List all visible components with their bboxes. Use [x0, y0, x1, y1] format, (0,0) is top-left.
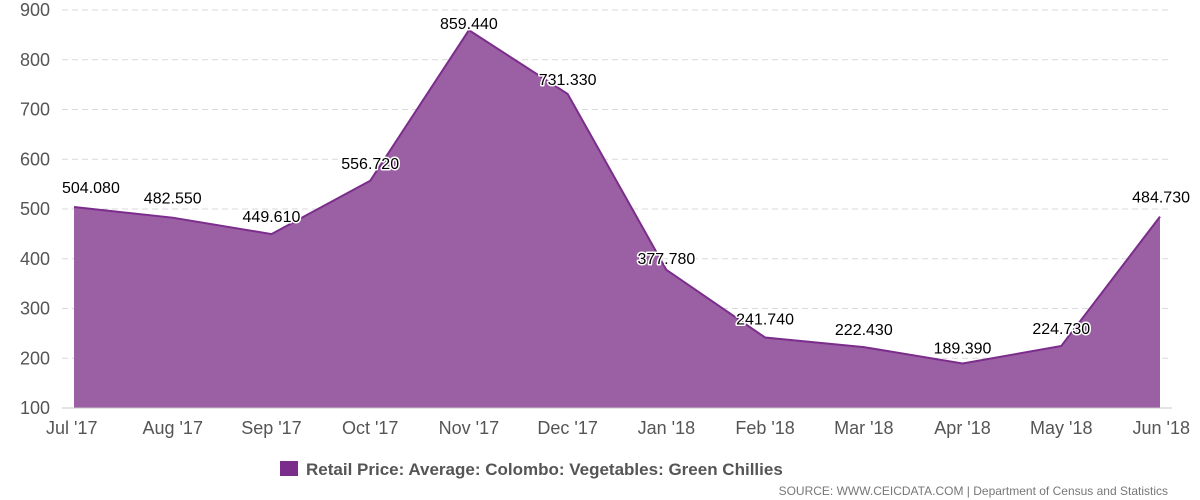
- data-label: 504.080: [62, 180, 120, 197]
- data-label: 484.730: [1132, 190, 1190, 207]
- y-tick-label: 200: [20, 348, 50, 368]
- source-note: SOURCE: WWW.CEICDATA.COM | Department of…: [779, 484, 1168, 498]
- y-tick-label: 400: [20, 249, 50, 269]
- data-label: 449.610: [243, 209, 301, 226]
- data-label: 224.730: [1032, 321, 1090, 338]
- y-tick-label: 100: [20, 398, 50, 418]
- x-tick-label: May '18: [1030, 418, 1092, 438]
- y-tick-label: 700: [20, 100, 50, 120]
- y-tick-label: 600: [20, 149, 50, 169]
- data-label: 222.430: [835, 322, 893, 339]
- legend-label[interactable]: Retail Price: Average: Colombo: Vegetabl…: [306, 460, 783, 479]
- y-axis: 100 200 300 400 500 600 700 800 900: [20, 0, 50, 418]
- x-tick-label: Jul '17: [46, 418, 97, 438]
- data-label: 859.440: [440, 16, 498, 33]
- x-tick-label: Apr '18: [934, 418, 990, 438]
- x-tick-label: Dec '17: [537, 418, 597, 438]
- data-label: 377.780: [637, 251, 695, 268]
- x-tick-label: Mar '18: [834, 418, 893, 438]
- data-label: 482.550: [144, 191, 202, 208]
- x-tick-label: Oct '17: [342, 418, 398, 438]
- data-label: 731.330: [539, 72, 597, 89]
- plot-area: [73, 28, 1161, 409]
- x-tick-label: Jan '18: [638, 418, 695, 438]
- x-tick-label: Jun '18: [1133, 418, 1190, 438]
- x-tick-label: Nov '17: [439, 418, 499, 438]
- data-labels: 504.080 482.550 449.610 556.720 859.440 731.3…: [61, 15, 1192, 359]
- y-tick-label: 500: [20, 199, 50, 219]
- x-tick-label: Aug '17: [142, 418, 203, 438]
- legend-swatch[interactable]: [280, 461, 298, 476]
- data-label: 189.390: [934, 341, 992, 358]
- x-axis: Jul '17 Aug '17 Sep '17 Oct '17 Nov '17 Dec '…: [46, 407, 1190, 438]
- data-label: 241.740: [736, 311, 794, 328]
- legend[interactable]: Retail Price: Average: Colombo: Vegetabl…: [280, 460, 783, 479]
- y-tick-label: 900: [20, 0, 50, 20]
- x-tick-label: Feb '18: [735, 418, 794, 438]
- area-fill: [74, 30, 1160, 409]
- x-tick-label: Sep '17: [241, 418, 302, 438]
- y-tick-label: 800: [20, 50, 50, 70]
- series-line: [73, 28, 1161, 365]
- data-label: 556.720: [341, 156, 399, 173]
- y-tick-label: 300: [20, 299, 50, 319]
